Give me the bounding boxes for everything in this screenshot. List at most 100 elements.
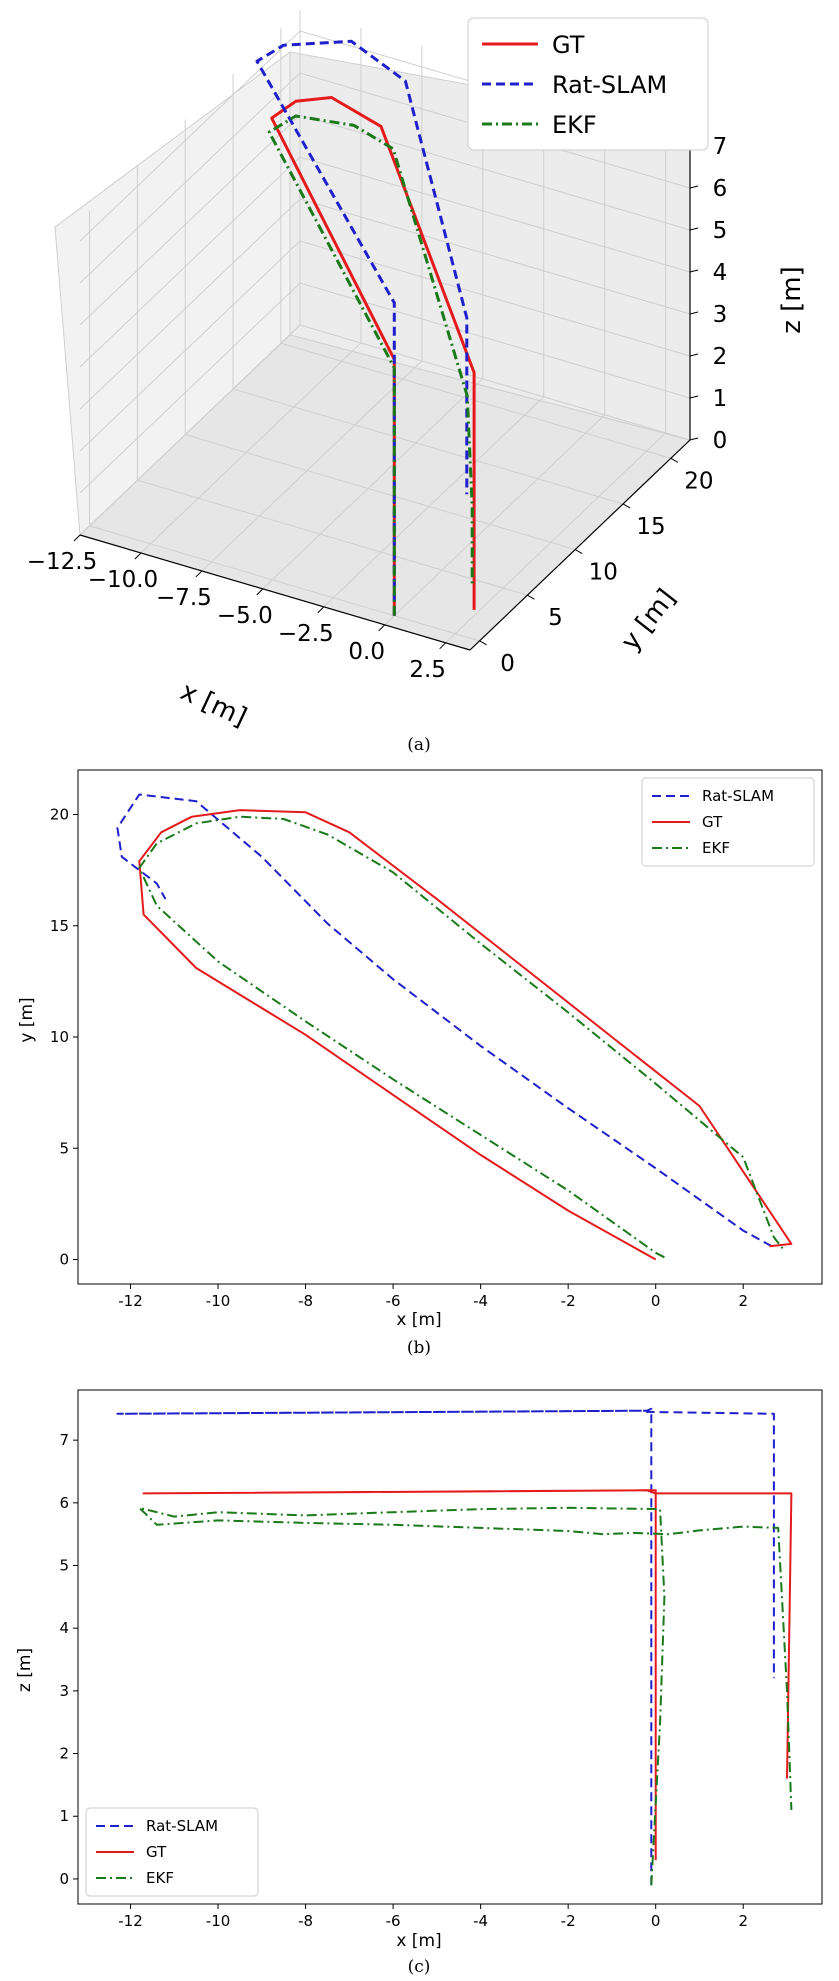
a-y-axis bbox=[469, 439, 691, 651]
x-tick-label: -2 bbox=[561, 1292, 576, 1310]
x-tick-label: -12 bbox=[118, 1292, 143, 1310]
legend-label-rat-slam: Rat-SLAM bbox=[146, 1817, 218, 1835]
a-x-axis bbox=[79, 534, 471, 651]
y-tick-label: 3 bbox=[59, 1682, 69, 1700]
a-y-tick bbox=[479, 640, 487, 646]
a-x-tick bbox=[195, 570, 203, 578]
a-x-tick-label: −5.0 bbox=[217, 603, 273, 629]
a-x-tick-label: −7.5 bbox=[156, 585, 212, 611]
a-caption: (a) bbox=[407, 735, 430, 755]
series-line-3d-ekf bbox=[267, 114, 474, 616]
y-tick-label: 2 bbox=[59, 1745, 69, 1763]
a-z-tick-label: 1 bbox=[713, 386, 728, 412]
grid-3d bbox=[79, 10, 691, 644]
x-tick-label: -10 bbox=[206, 1292, 231, 1310]
legend-box bbox=[641, 777, 815, 867]
x-tick-label: -6 bbox=[386, 1912, 401, 1930]
legend-label-gt: GT bbox=[702, 813, 723, 831]
c-x-axis-label: x [m] bbox=[396, 1931, 441, 1951]
a-x-tick-label: −12.5 bbox=[27, 549, 97, 575]
a-z-tick bbox=[689, 269, 699, 273]
a-z-tick-label: 0 bbox=[713, 428, 728, 454]
x-tick-label: -8 bbox=[298, 1292, 313, 1310]
a-legend: GT Rat-SLAM EKF bbox=[467, 17, 709, 151]
series-line-gt bbox=[142, 1489, 793, 1861]
a-z-axis-label: z [m] bbox=[777, 266, 807, 334]
a-z-tick bbox=[689, 395, 699, 399]
a-x-tick bbox=[439, 642, 446, 650]
a-y-axis-label: y [m] bbox=[616, 584, 682, 657]
a-z-tick bbox=[689, 353, 699, 357]
grid-line bbox=[79, 156, 691, 368]
a-z-tick bbox=[689, 227, 699, 231]
c-y-axis-label: z [m] bbox=[15, 1648, 35, 1692]
a-z-tick bbox=[689, 437, 699, 441]
a-y-tick-label: 15 bbox=[636, 514, 665, 540]
a-y-tick-label: 20 bbox=[684, 468, 713, 494]
a-x-tick bbox=[378, 624, 386, 632]
series-line-rat-slam bbox=[116, 793, 773, 1248]
x-tick-label: -8 bbox=[298, 1912, 313, 1930]
y-tick-label: 5 bbox=[59, 1139, 69, 1157]
a-legend-label-ekf: EKF bbox=[552, 111, 597, 139]
a-x-tick-label: 2.5 bbox=[409, 657, 446, 683]
series-line-3d-gt bbox=[270, 96, 476, 616]
series-line-gt bbox=[138, 809, 793, 1261]
y-tick-label: 0 bbox=[59, 1251, 69, 1269]
y-tick-label: 5 bbox=[59, 1557, 69, 1575]
a-z-tick-label: 5 bbox=[713, 218, 728, 244]
a-legend-box bbox=[467, 17, 709, 151]
y-tick-label: 7 bbox=[59, 1431, 69, 1449]
x-tick-label: -2 bbox=[561, 1912, 576, 1930]
grid-line bbox=[79, 324, 691, 536]
grid-line bbox=[79, 114, 691, 326]
legend: Rat-SLAM GT EKF bbox=[85, 1807, 259, 1897]
y-tick-label: 15 bbox=[50, 917, 69, 935]
a-x-axis-label: x [m] bbox=[176, 677, 251, 733]
a-legend-label-gt: GT bbox=[552, 31, 585, 59]
series-line-ekf bbox=[138, 815, 784, 1259]
a-y-tick bbox=[670, 457, 679, 463]
grid-line bbox=[79, 240, 691, 452]
a-y-tick-label: 10 bbox=[589, 560, 618, 586]
legend: Rat-SLAM GT EKF bbox=[641, 777, 815, 867]
x-tick-label: 2 bbox=[738, 1292, 748, 1310]
a-x-tick-label: −2.5 bbox=[278, 621, 334, 647]
x-tick-label: -6 bbox=[386, 1292, 401, 1310]
series-line-rat-slam bbox=[116, 1407, 775, 1886]
x-tick-label: 0 bbox=[651, 1292, 661, 1310]
legend-label-ekf: EKF bbox=[146, 1869, 174, 1887]
legend-label-ekf: EKF bbox=[702, 839, 730, 857]
a-z-tick-label: 6 bbox=[713, 176, 728, 202]
a-z-tick-label: 3 bbox=[713, 302, 728, 328]
x-tick-label: -4 bbox=[473, 1292, 488, 1310]
grid-line bbox=[79, 282, 691, 494]
a-y-tick-label: 5 bbox=[548, 605, 563, 631]
legend-label-rat-slam: Rat-SLAM bbox=[702, 787, 774, 805]
x-tick-label: -12 bbox=[118, 1912, 143, 1930]
x-tick-label: 0 bbox=[651, 1912, 661, 1930]
c-caption: (c) bbox=[408, 1957, 431, 1977]
series-line-ekf bbox=[138, 1506, 793, 1886]
panel-a: −12.5−10.0−7.5−5.0−2.50.02.5 051015200123… bbox=[27, 10, 807, 755]
panel-c: -12 -10 -8 -6 -4 -2 0 2 0 1 2 3 4 5 6 7 Rat-SLAM GT EKF bbox=[59, 1389, 823, 1930]
x-tick-label: -10 bbox=[206, 1912, 231, 1930]
a-y-tick-label: 0 bbox=[500, 651, 515, 677]
a-z-tick-label: 7 bbox=[713, 134, 728, 160]
x-tick-label: 2 bbox=[738, 1912, 748, 1930]
legend-box bbox=[85, 1807, 259, 1897]
y-tick-label: 4 bbox=[59, 1619, 69, 1637]
y-tick-label: 1 bbox=[59, 1807, 69, 1825]
legend-label-gt: GT bbox=[146, 1843, 167, 1861]
grid-line bbox=[79, 198, 691, 410]
a-x-tick bbox=[256, 588, 264, 596]
a-y-tick bbox=[622, 503, 631, 509]
y-tick-label: 0 bbox=[59, 1870, 69, 1888]
a-x-tick bbox=[317, 606, 325, 614]
y-tick-label: 6 bbox=[59, 1494, 69, 1512]
a-x-tick bbox=[73, 534, 81, 542]
axes-3d: −12.5−10.0−7.5−5.0−2.50.02.5 051015200123… bbox=[27, 125, 728, 683]
a-x-tick bbox=[134, 552, 142, 560]
